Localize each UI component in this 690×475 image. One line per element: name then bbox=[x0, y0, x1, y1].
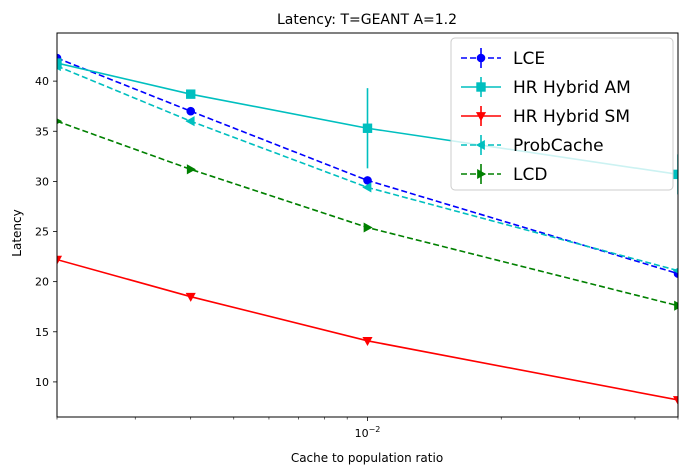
legend-marker bbox=[475, 112, 487, 122]
data-point bbox=[186, 106, 196, 116]
series-3 bbox=[57, 61, 678, 274]
y-tick-label: 15 bbox=[35, 326, 49, 339]
axes: 10 15 20 25 30 35 40 10−2 bbox=[35, 32, 679, 440]
legend-label: LCD bbox=[513, 165, 547, 185]
legend-label: LCE bbox=[513, 49, 545, 69]
data-point bbox=[674, 300, 678, 311]
data-point bbox=[362, 182, 372, 193]
chart-title: Latency: T=GEANT A=1.2 bbox=[277, 12, 457, 28]
data-point bbox=[185, 292, 196, 302]
x-tick-label: 10−2 bbox=[355, 425, 381, 440]
series-line bbox=[57, 65, 678, 272]
data-point bbox=[185, 116, 195, 127]
plot-area bbox=[57, 53, 678, 406]
legend-marker bbox=[476, 53, 486, 63]
x-axis-label: Cache to population ratio bbox=[291, 451, 443, 465]
y-tick-label: 20 bbox=[35, 276, 49, 289]
data-point bbox=[363, 176, 372, 185]
y-tick-label: 35 bbox=[35, 125, 49, 138]
legend-marker bbox=[475, 139, 485, 151]
data-point bbox=[672, 396, 678, 406]
data-point bbox=[362, 123, 373, 133]
data-point bbox=[363, 222, 373, 233]
legend-box bbox=[450, 37, 674, 191]
series-line bbox=[57, 120, 678, 307]
series-4 bbox=[57, 118, 678, 311]
legend-label: ProbCache bbox=[513, 136, 604, 156]
data-point bbox=[362, 336, 373, 347]
y-axis-label: Latency bbox=[10, 209, 24, 256]
y-tick-label: 10 bbox=[35, 376, 49, 389]
data-point bbox=[57, 255, 63, 265]
y-tick-label: 30 bbox=[35, 175, 49, 188]
legend: LCE HR Hybrid AM HR Hybrid SM ProbCache LCD bbox=[450, 37, 674, 191]
legend-marker bbox=[476, 82, 486, 92]
legend-label: HR Hybrid AM bbox=[513, 78, 631, 98]
legend-label: HR Hybrid SM bbox=[513, 107, 630, 127]
y-tick-label: 25 bbox=[35, 226, 49, 239]
legend-marker bbox=[477, 168, 487, 180]
series-line bbox=[57, 57, 678, 275]
series-2 bbox=[57, 255, 678, 406]
y-tick-label: 40 bbox=[35, 75, 49, 88]
data-point bbox=[186, 89, 196, 99]
series-line bbox=[57, 258, 678, 401]
data-point bbox=[57, 61, 61, 72]
data-point bbox=[186, 164, 196, 175]
